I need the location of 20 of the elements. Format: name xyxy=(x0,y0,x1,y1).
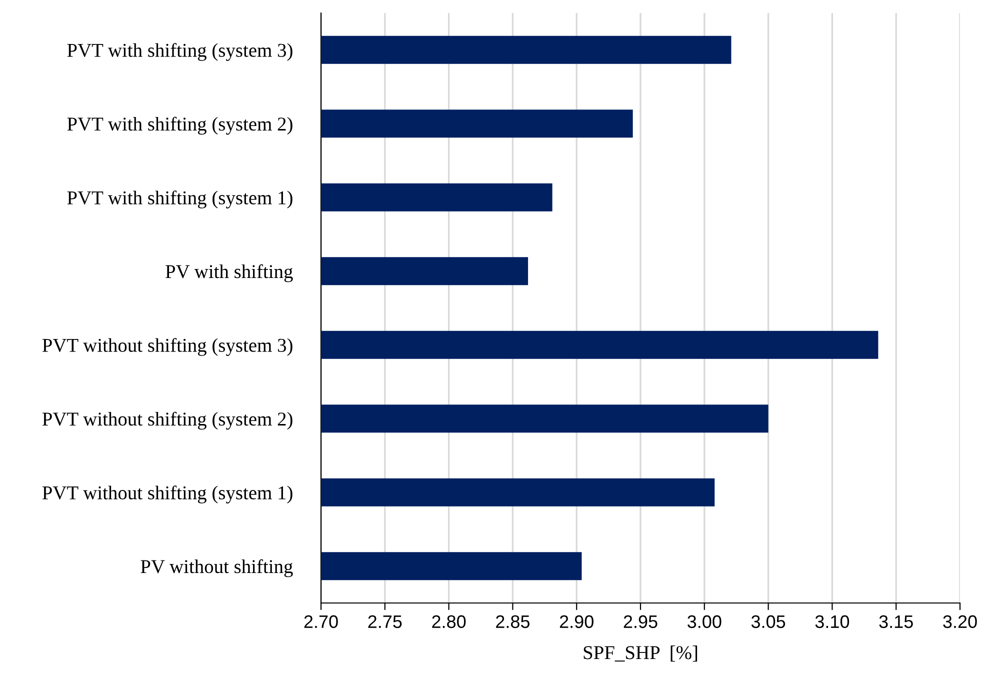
x-tick-label: 2.95 xyxy=(624,615,658,628)
x-tick-label: 3.20 xyxy=(943,615,977,628)
y-tick-label: PVT with shifting (system 3) xyxy=(67,43,292,61)
y-tick-label: PV without shifting xyxy=(140,559,293,578)
x-axis-title: SPF_SHP [%] xyxy=(584,646,698,662)
y-tick-label: PVT with shifting (system 1) xyxy=(67,190,292,208)
x-tick-label: 2.75 xyxy=(368,615,402,628)
y-tick-label: PVT without shifting (system 3) xyxy=(42,338,292,356)
x-tick-label: 2.85 xyxy=(496,615,530,628)
x-tick-label: 3.00 xyxy=(688,615,722,628)
x-tick-label: 2.80 xyxy=(432,615,466,628)
x-tick-label: 3.10 xyxy=(815,615,850,628)
x-tick-label: 2.70 xyxy=(304,615,338,628)
y-tick-label: PVT without shifting (system 1) xyxy=(42,486,292,504)
x-tick-label: 2.90 xyxy=(560,615,594,628)
y-tick-label: PVT without shifting (system 2) xyxy=(42,412,292,430)
y-tick-label: PVT with shifting (system 2) xyxy=(67,116,292,135)
x-tick-label: 3.05 xyxy=(751,615,786,628)
y-tick-label: PV with shifting xyxy=(166,264,293,282)
x-tick-label: 3.15 xyxy=(879,615,913,628)
